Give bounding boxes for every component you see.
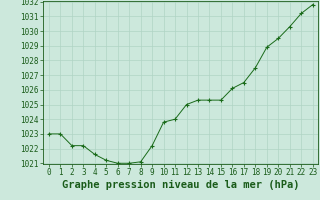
X-axis label: Graphe pression niveau de la mer (hPa): Graphe pression niveau de la mer (hPa) — [62, 180, 300, 190]
